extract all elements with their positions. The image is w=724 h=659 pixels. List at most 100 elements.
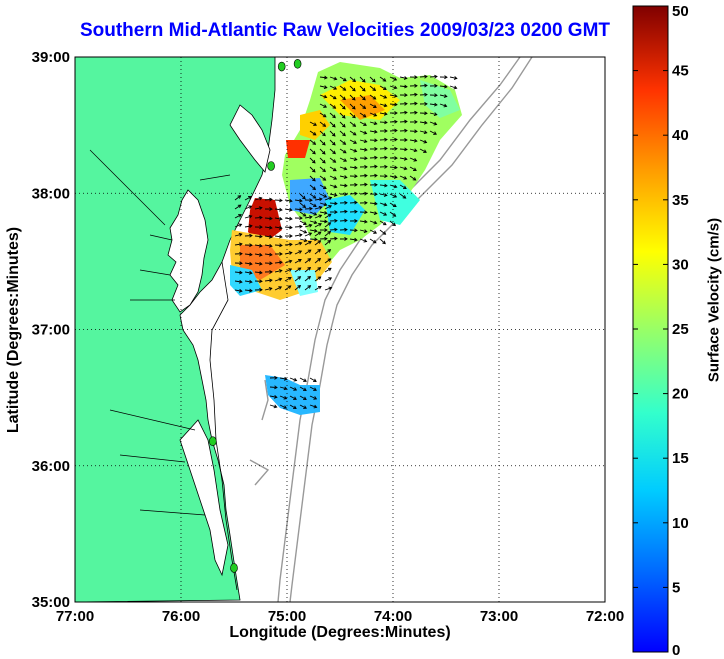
velocity-arrow bbox=[349, 94, 356, 101]
velocity-arrow bbox=[289, 377, 297, 381]
velocity-arrow-head bbox=[298, 233, 303, 238]
velocity-arrow bbox=[309, 139, 316, 145]
velocity-arrow-head bbox=[334, 218, 338, 223]
velocity-arrow-head bbox=[323, 85, 328, 89]
velocity-arrow bbox=[244, 205, 252, 210]
velocity-arrow-head bbox=[382, 221, 387, 226]
colorbar-tick-label: 50 bbox=[672, 3, 689, 20]
velocity-arrow bbox=[429, 112, 437, 116]
velocity-arrow-head bbox=[278, 216, 283, 221]
velocity-arrow-head bbox=[392, 203, 397, 208]
velocity-arrow-head bbox=[279, 260, 283, 265]
velocity-arrow-head bbox=[293, 377, 298, 382]
velocity-arrow bbox=[339, 121, 346, 128]
velocity-arrow-head bbox=[307, 285, 312, 289]
velocity-arrow-head bbox=[313, 228, 318, 233]
velocity-arrow bbox=[294, 267, 302, 273]
velocity-arrow-head bbox=[238, 214, 242, 218]
velocity-arrow-head bbox=[444, 84, 448, 89]
velocity-arrow-head bbox=[302, 195, 306, 200]
velocity-arrow bbox=[339, 130, 346, 137]
velocity-arrow-head bbox=[352, 123, 357, 127]
velocity-arrow bbox=[339, 184, 348, 187]
velocity-arrow-head bbox=[403, 176, 408, 180]
velocity-arrow bbox=[389, 175, 397, 178]
velocity-arrow-head bbox=[423, 149, 427, 153]
colorbar-tick-label: 40 bbox=[672, 127, 689, 144]
velocity-arrow bbox=[329, 202, 338, 205]
velocity-arrow-head bbox=[289, 242, 293, 247]
colorbar bbox=[632, 5, 669, 653]
velocity-arrow-head bbox=[312, 186, 317, 191]
velocity-arrow-head bbox=[424, 92, 428, 97]
velocity-arrow-head bbox=[309, 198, 313, 203]
velocity-arrow-head bbox=[328, 277, 333, 281]
velocity-arrow-head bbox=[317, 231, 322, 236]
velocity-arrow bbox=[274, 199, 283, 202]
velocity-arrow bbox=[399, 157, 407, 160]
velocity-arrow bbox=[284, 268, 292, 273]
velocity-arrow bbox=[389, 184, 397, 188]
velocity-arrow-head bbox=[413, 148, 418, 153]
velocity-arrow-head bbox=[384, 120, 388, 125]
velocity-arrow-head bbox=[297, 284, 302, 289]
velocity-arrow-head bbox=[403, 76, 408, 80]
velocity-arrow bbox=[294, 234, 302, 237]
velocity-arrow bbox=[234, 195, 241, 201]
velocity-arrow-head bbox=[324, 228, 328, 232]
velocity-arrow-head bbox=[278, 234, 283, 239]
colorbar-ticks: 0 5 10 15 20 25 30 35 40 45 50 bbox=[633, 3, 689, 659]
velocity-arrow-head bbox=[404, 110, 408, 115]
colorbar-tick-label: 35 bbox=[672, 192, 689, 209]
barrier-islands bbox=[209, 261, 238, 591]
velocity-arrow-head bbox=[238, 279, 243, 284]
velocity-arrow-head bbox=[383, 95, 388, 99]
velocity-arrow bbox=[319, 85, 327, 89]
velocity-arrow-head bbox=[344, 209, 348, 214]
velocity-arrow-head bbox=[327, 222, 332, 226]
velocity-arrow bbox=[274, 269, 282, 273]
velocity-arrow-head bbox=[333, 193, 338, 197]
velocity-arrow bbox=[234, 280, 242, 283]
velocity-arrow bbox=[369, 238, 377, 244]
velocity-arrow-head bbox=[414, 92, 418, 97]
velocity-arrow bbox=[369, 103, 377, 108]
velocity-arrow-head bbox=[342, 141, 347, 145]
velocity-arrow bbox=[294, 242, 302, 246]
velocity-arrow-head bbox=[328, 286, 333, 291]
velocity-arrow bbox=[319, 184, 327, 189]
velocity-arrow-head bbox=[322, 168, 326, 173]
velocity-arrow-head bbox=[248, 224, 253, 229]
velocity-arrow bbox=[329, 148, 336, 154]
velocity-arrow-head bbox=[423, 139, 428, 144]
velocity-arrow-head bbox=[433, 131, 437, 135]
velocity-arrow bbox=[369, 202, 378, 205]
velocity-arrow-head bbox=[278, 277, 283, 282]
velocity-arrow-head bbox=[374, 155, 378, 160]
velocity-arrow-head bbox=[311, 168, 316, 173]
velocity-arrow-head bbox=[414, 75, 418, 80]
velocity-arrow-head bbox=[372, 96, 377, 100]
velocity-arrow-head bbox=[433, 112, 438, 117]
velocity-arrow-head bbox=[308, 241, 312, 245]
velocity-arrow bbox=[274, 278, 282, 282]
velocity-arrow-head bbox=[327, 231, 332, 235]
velocity-arrow-head bbox=[269, 269, 273, 274]
velocity-arrow-head bbox=[362, 96, 366, 101]
velocity-arrow-head bbox=[269, 207, 273, 211]
velocity-arrow-head bbox=[258, 252, 263, 257]
velocity-arrow bbox=[274, 261, 283, 264]
velocity-arrow-head bbox=[334, 227, 338, 232]
velocity-arrow-head bbox=[354, 165, 358, 170]
velocity-arrow bbox=[389, 202, 397, 207]
velocity-arrow-head bbox=[321, 150, 326, 155]
velocity-arrow-head bbox=[444, 75, 448, 80]
velocity-arrow-head bbox=[323, 185, 327, 190]
velocity-arrow-head bbox=[303, 387, 307, 391]
velocity-arrow bbox=[389, 193, 397, 198]
velocity-arrow-head bbox=[414, 129, 418, 134]
velocity-arrow-head bbox=[363, 219, 368, 224]
velocity-arrow-head bbox=[373, 129, 378, 134]
velocity-arrow bbox=[314, 198, 322, 201]
velocity-arrow-head bbox=[288, 276, 292, 281]
